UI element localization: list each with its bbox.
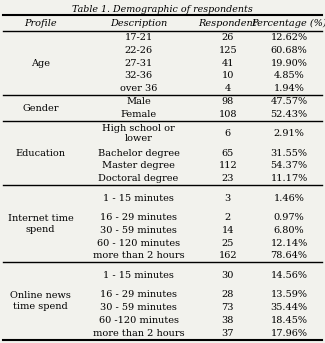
Text: 108: 108 — [218, 110, 237, 119]
Text: 27-31: 27-31 — [124, 59, 153, 68]
Text: 30 - 59 minutes: 30 - 59 minutes — [100, 226, 177, 235]
Text: 13.59%: 13.59% — [271, 290, 307, 299]
Text: 2.91%: 2.91% — [274, 129, 305, 138]
Text: 17-21: 17-21 — [124, 33, 153, 42]
Text: 125: 125 — [218, 46, 237, 55]
Text: 0.97%: 0.97% — [274, 213, 305, 222]
Text: over 36: over 36 — [120, 84, 157, 93]
Text: 3: 3 — [225, 193, 231, 203]
Text: Bachelor degree: Bachelor degree — [98, 149, 179, 157]
Text: 11.17%: 11.17% — [270, 174, 308, 183]
Text: 31.55%: 31.55% — [271, 149, 307, 157]
Text: 10: 10 — [222, 71, 234, 80]
Text: 60 -120 minutes: 60 -120 minutes — [98, 316, 179, 325]
Text: 73: 73 — [222, 303, 234, 312]
Text: 2: 2 — [225, 213, 231, 222]
Text: 52.43%: 52.43% — [270, 110, 308, 119]
Text: High school or
lower: High school or lower — [102, 124, 175, 143]
Text: 32-36: 32-36 — [124, 71, 153, 80]
Text: 30: 30 — [222, 271, 234, 280]
Text: 1 - 15 minutes: 1 - 15 minutes — [103, 193, 174, 203]
Text: 4.85%: 4.85% — [274, 71, 305, 80]
Text: 28: 28 — [222, 290, 234, 299]
Text: 14: 14 — [222, 226, 234, 235]
Text: Respondent: Respondent — [199, 19, 257, 28]
Text: Male: Male — [126, 97, 151, 106]
Text: 41: 41 — [222, 59, 234, 68]
Text: 19.90%: 19.90% — [271, 59, 307, 68]
Text: 1 - 15 minutes: 1 - 15 minutes — [103, 271, 174, 280]
Text: Master degree: Master degree — [102, 162, 175, 170]
Text: 98: 98 — [222, 97, 234, 106]
Text: Internet time
spend: Internet time spend — [8, 214, 73, 234]
Text: 112: 112 — [218, 162, 237, 170]
Text: 4: 4 — [225, 84, 231, 93]
Text: Percentage (%): Percentage (%) — [251, 19, 325, 28]
Text: Education: Education — [16, 149, 66, 157]
Text: Profile: Profile — [24, 19, 57, 28]
Text: 25: 25 — [222, 239, 234, 248]
Text: 47.57%: 47.57% — [270, 97, 308, 106]
Text: Age: Age — [31, 59, 50, 68]
Text: Table 1. Demographic of respondents: Table 1. Demographic of respondents — [72, 5, 253, 14]
Text: 22-26: 22-26 — [124, 46, 153, 55]
Text: more than 2 hours: more than 2 hours — [93, 329, 184, 338]
Text: 14.56%: 14.56% — [271, 271, 307, 280]
Text: 1.46%: 1.46% — [274, 193, 305, 203]
Text: 12.62%: 12.62% — [270, 33, 308, 42]
Text: more than 2 hours: more than 2 hours — [93, 251, 184, 260]
Text: 16 - 29 minutes: 16 - 29 minutes — [100, 213, 177, 222]
Text: 17.96%: 17.96% — [271, 329, 307, 338]
Text: 35.44%: 35.44% — [270, 303, 308, 312]
Text: 30 - 59 minutes: 30 - 59 minutes — [100, 303, 177, 312]
Text: 60.68%: 60.68% — [271, 46, 307, 55]
Text: 18.45%: 18.45% — [271, 316, 307, 325]
Text: 78.64%: 78.64% — [271, 251, 307, 260]
Text: 54.37%: 54.37% — [270, 162, 308, 170]
Text: 38: 38 — [222, 316, 234, 325]
Text: 23: 23 — [222, 174, 234, 183]
Text: 26: 26 — [222, 33, 234, 42]
Text: 6: 6 — [225, 129, 231, 138]
Text: 1.94%: 1.94% — [274, 84, 305, 93]
Text: 37: 37 — [222, 329, 234, 338]
Text: Online news
time spend: Online news time spend — [10, 291, 71, 311]
Text: Gender: Gender — [22, 104, 59, 113]
Text: Doctoral degree: Doctoral degree — [98, 174, 179, 183]
Text: Description: Description — [110, 19, 167, 28]
Text: 162: 162 — [218, 251, 237, 260]
Text: 16 - 29 minutes: 16 - 29 minutes — [100, 290, 177, 299]
Text: 6.80%: 6.80% — [274, 226, 305, 235]
Text: 65: 65 — [222, 149, 234, 157]
Text: Female: Female — [121, 110, 157, 119]
Text: 12.14%: 12.14% — [270, 239, 308, 248]
Text: 60 - 120 minutes: 60 - 120 minutes — [97, 239, 180, 248]
